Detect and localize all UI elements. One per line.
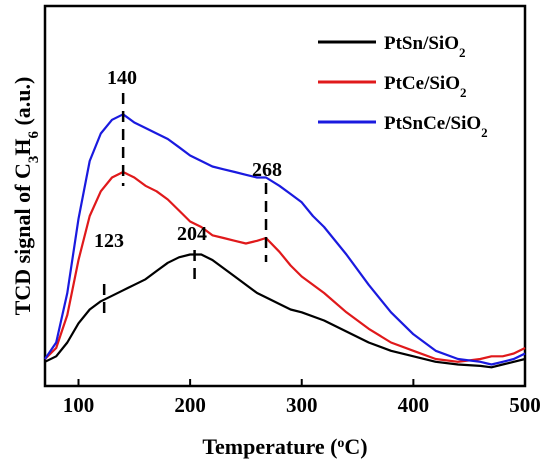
x-axis-title-sup: o bbox=[337, 436, 344, 451]
y-axis-title-sub2: 6 bbox=[26, 131, 42, 139]
legend-label-ptce-base: PtCe/SiO bbox=[384, 73, 460, 94]
annotation-label: 268 bbox=[252, 159, 282, 181]
legend-label-ptce: PtCe/SiO2 bbox=[384, 73, 467, 100]
series-line-2 bbox=[44, 113, 526, 366]
series-layer bbox=[44, 113, 526, 369]
plot-frame bbox=[43, 4, 527, 388]
x-tick-label: 500 bbox=[509, 393, 541, 417]
legend-label-ptsnce-sub: 2 bbox=[481, 125, 488, 140]
y-axis-title: TCD signal of C3H6 (a.u.) bbox=[10, 77, 42, 316]
y-axis-title-tail: (a.u.) bbox=[10, 77, 35, 131]
x-tick-label: 200 bbox=[174, 393, 206, 417]
legend-label-ptce-sub: 2 bbox=[460, 85, 467, 100]
x-tick-label: 300 bbox=[286, 393, 318, 417]
series-line-0 bbox=[44, 253, 526, 369]
x-axis-title-main: Temperature ( bbox=[202, 434, 337, 459]
legend-label-ptsn-sub: 2 bbox=[459, 45, 466, 60]
x-tick-label: 100 bbox=[63, 393, 95, 417]
legend-label-ptsn: PtSn/SiO2 bbox=[384, 33, 465, 60]
annotation-layer: 140 268 123 204 bbox=[94, 67, 282, 320]
legend-label-ptsnce-base: PtSnCe/SiO bbox=[384, 113, 481, 134]
x-axis-title-tail: C) bbox=[344, 434, 367, 459]
annotation-label: 140 bbox=[107, 67, 137, 89]
legend-label-ptsn-base: PtSn/SiO bbox=[384, 33, 459, 54]
legend-label-ptsnce: PtSnCe/SiO2 bbox=[384, 113, 488, 140]
series-line-1 bbox=[44, 170, 526, 363]
y-axis-title-pre: TCD signal of C bbox=[10, 163, 35, 315]
legend: PtSn/SiO2 PtCe/SiO2 PtSnCe/SiO2 bbox=[318, 33, 488, 140]
x-tick-label: 400 bbox=[398, 393, 430, 417]
x-axis-ticks: 100 200 300 400 500 bbox=[63, 379, 541, 417]
annotation-label: 204 bbox=[177, 223, 207, 245]
annotation-label: 123 bbox=[94, 230, 124, 252]
x-axis-title: Temperature (oC) bbox=[202, 434, 367, 459]
y-axis-title-mid: H bbox=[10, 139, 35, 156]
y-axis-title-sub1: 3 bbox=[26, 156, 42, 164]
